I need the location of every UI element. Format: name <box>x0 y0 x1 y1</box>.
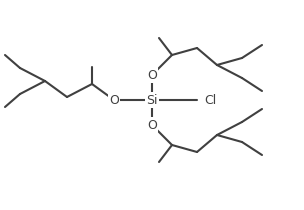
Text: O: O <box>109 93 119 106</box>
Text: Cl: Cl <box>204 93 216 106</box>
Text: O: O <box>147 68 157 81</box>
Text: Si: Si <box>146 93 158 106</box>
Text: O: O <box>147 118 157 131</box>
